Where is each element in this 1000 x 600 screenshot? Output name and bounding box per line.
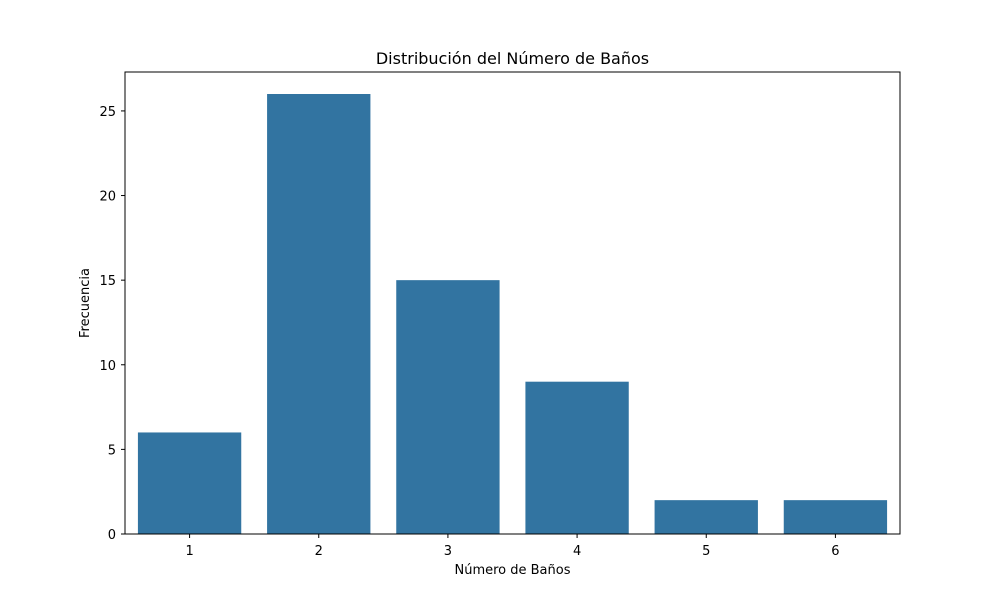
- bar-6: [783, 500, 888, 534]
- y-ticks-group: 0 5 10 15 20 25: [99, 105, 125, 543]
- y-tick-label: 15: [99, 274, 116, 289]
- x-tick-label: 6: [831, 544, 839, 559]
- bar-5: [654, 500, 758, 534]
- chart-title: Distribución del Número de Baños: [376, 49, 649, 68]
- bar-4: [525, 381, 629, 534]
- bar-2: [267, 94, 371, 534]
- x-tick-label: 5: [702, 544, 710, 559]
- x-tick-label: 3: [444, 544, 452, 559]
- y-tick-label: 10: [99, 359, 116, 374]
- bars-group: [137, 94, 888, 534]
- plot-frame: [124, 71, 901, 535]
- x-tick-label: 4: [573, 544, 581, 559]
- y-tick-label: 25: [99, 105, 116, 120]
- x-tick-label: 2: [315, 544, 323, 559]
- y-tick-label: 20: [99, 190, 116, 205]
- x-tick-label: 1: [185, 544, 193, 559]
- y-axis-title: Frecuencia: [78, 268, 93, 338]
- bar-3: [396, 280, 500, 534]
- bar-1: [137, 432, 242, 534]
- x-axis-title: Número de Baños: [454, 563, 570, 578]
- y-tick-label: 0: [108, 528, 116, 543]
- x-ticks-group: 1 2 3 4 5 6: [185, 534, 840, 559]
- y-tick-label: 5: [108, 443, 116, 458]
